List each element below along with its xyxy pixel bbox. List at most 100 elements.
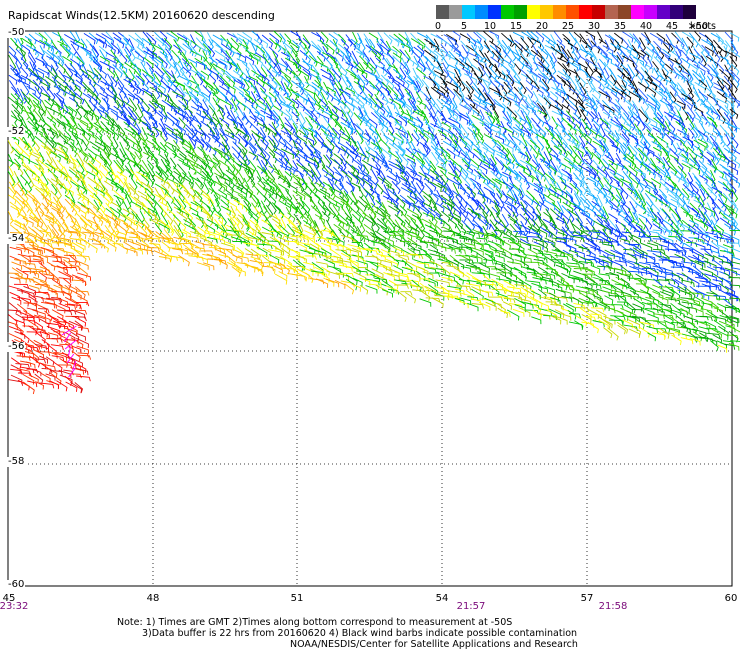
wind-barb <box>205 97 216 113</box>
wind-barb <box>566 254 578 265</box>
wind-barb <box>314 214 325 225</box>
wind-barb <box>365 129 371 143</box>
wind-barb <box>209 117 218 130</box>
color-bar-tick-label: >50 <box>687 21 709 32</box>
wind-barb <box>375 57 385 70</box>
wind-barb <box>495 292 508 301</box>
wind-barb <box>565 190 574 202</box>
wind-barb <box>136 46 147 59</box>
color-swatch <box>514 5 527 19</box>
wind-barb <box>32 229 43 243</box>
wind-barb <box>561 272 575 284</box>
wind-barb <box>225 249 238 262</box>
wind-barb <box>20 184 28 196</box>
wind-barb <box>303 42 310 55</box>
wind-barb <box>560 181 573 194</box>
wind-barb <box>561 266 571 276</box>
wind-barb <box>404 88 412 101</box>
wind-barb <box>8 309 22 315</box>
wind-barb <box>248 159 257 173</box>
wind-barb <box>92 157 102 168</box>
wind-barb <box>416 109 426 119</box>
wind-barb <box>651 93 661 109</box>
wind-barb <box>46 128 58 139</box>
wind-barb <box>88 132 97 143</box>
wind-barb <box>377 238 391 248</box>
wind-barb <box>226 43 235 58</box>
wind-barb <box>250 52 261 62</box>
wind-barb <box>593 123 599 136</box>
wind-barb <box>410 38 424 50</box>
wind-barb <box>410 285 425 292</box>
wind-barb <box>371 50 382 64</box>
wind-barb <box>201 250 214 255</box>
wind-barb <box>633 91 642 103</box>
wind-barb <box>15 313 25 323</box>
wind-barb <box>440 85 450 97</box>
wind-barb <box>200 145 207 159</box>
wind-barb <box>88 87 99 102</box>
wind-barb <box>533 182 544 194</box>
wind-barb <box>662 332 676 338</box>
wind-barb <box>83 86 94 99</box>
wind-barb <box>574 278 589 286</box>
wind-barb <box>45 214 55 224</box>
wind-barb <box>580 273 593 279</box>
wind-barb <box>608 151 615 165</box>
wind-barb <box>166 201 173 214</box>
wind-barb <box>325 146 333 159</box>
wind-barb <box>388 279 399 290</box>
wind-barb <box>565 171 573 183</box>
wind-barb <box>659 244 669 252</box>
wind-barb <box>415 158 424 170</box>
wind-barb <box>28 216 39 228</box>
wind-barb <box>542 276 554 284</box>
wind-barb <box>425 178 437 192</box>
wind-barb <box>532 100 543 115</box>
wind-barb <box>479 289 490 298</box>
wind-barb <box>201 210 214 222</box>
wind-barb <box>644 110 651 125</box>
wind-barb <box>109 165 117 181</box>
wind-barb <box>645 254 656 265</box>
wind-barb <box>506 286 522 293</box>
wind-barb <box>103 98 110 113</box>
wind-barb <box>607 327 619 341</box>
wind-barb <box>569 195 577 211</box>
wind-barb <box>53 331 66 336</box>
wind-barb <box>616 139 627 154</box>
wind-barb <box>584 242 596 252</box>
wind-barb <box>45 44 55 54</box>
wind-barb <box>560 194 572 207</box>
wind-barb <box>491 178 502 189</box>
wind-barb <box>281 248 291 259</box>
wind-barb <box>33 67 45 78</box>
wind-barb <box>202 50 208 62</box>
wind-barb <box>333 159 344 172</box>
wind-barb <box>353 174 365 185</box>
wind-barb <box>226 193 239 203</box>
wind-barb <box>340 280 355 288</box>
wind-barb <box>482 274 494 288</box>
wind-barb <box>400 240 412 246</box>
wind-barb <box>617 324 626 335</box>
wind-barb <box>212 189 219 202</box>
wind-barb <box>394 284 409 289</box>
wind-barb <box>250 104 260 117</box>
wind-barb <box>107 73 114 87</box>
wind-barb <box>327 123 338 139</box>
wind-barb <box>340 146 350 159</box>
wind-barb <box>645 38 655 52</box>
wind-barb <box>344 91 354 105</box>
wind-barb <box>575 123 584 138</box>
wind-barb <box>554 225 565 237</box>
wind-barb <box>472 199 482 211</box>
wind-barb <box>22 318 36 326</box>
wind-barb <box>661 193 671 209</box>
wind-barb <box>257 158 265 174</box>
wind-barb <box>9 291 20 301</box>
wind-barb <box>58 201 66 213</box>
wind-barb <box>428 237 440 245</box>
wind-barb <box>597 31 603 44</box>
wind-barb <box>429 181 442 192</box>
